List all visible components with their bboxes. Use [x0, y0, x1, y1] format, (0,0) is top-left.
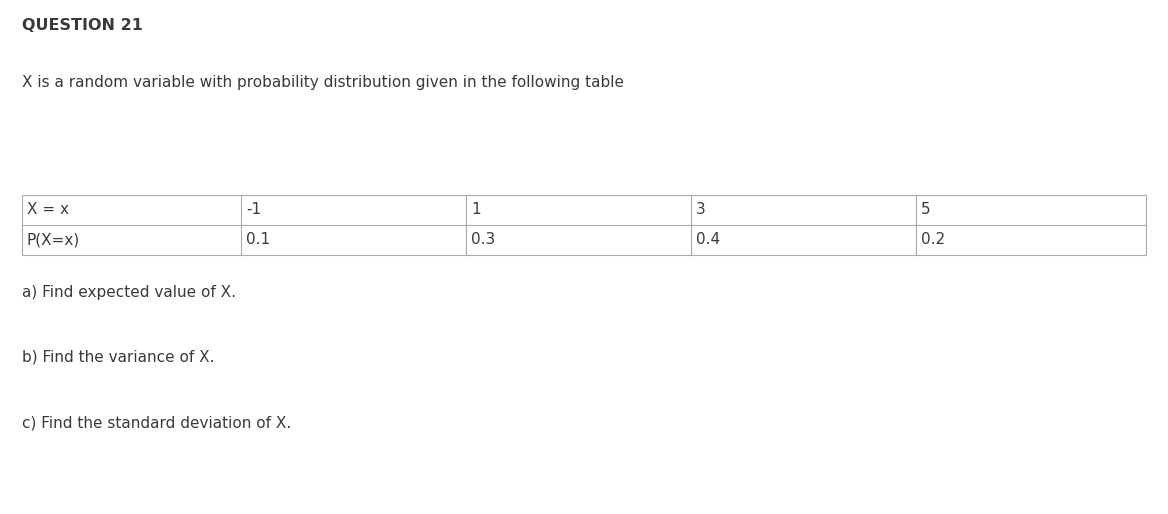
Text: X is a random variable with probability distribution given in the following tabl: X is a random variable with probability … — [22, 75, 624, 90]
Text: 0.3: 0.3 — [471, 232, 495, 248]
Text: 3: 3 — [696, 203, 705, 217]
Text: QUESTION 21: QUESTION 21 — [22, 18, 142, 33]
Text: 0.1: 0.1 — [246, 232, 270, 248]
Text: 1: 1 — [471, 203, 480, 217]
Text: 0.4: 0.4 — [696, 232, 719, 248]
Text: X = x: X = x — [27, 203, 69, 217]
Text: 5: 5 — [920, 203, 930, 217]
Text: -1: -1 — [246, 203, 262, 217]
Text: a) Find expected value of X.: a) Find expected value of X. — [22, 285, 236, 300]
Text: c) Find the standard deviation of X.: c) Find the standard deviation of X. — [22, 415, 291, 430]
Text: b) Find the variance of X.: b) Find the variance of X. — [22, 350, 215, 365]
Bar — [22, 195, 1146, 255]
Text: P(X=x): P(X=x) — [27, 232, 81, 248]
Text: 0.2: 0.2 — [920, 232, 945, 248]
